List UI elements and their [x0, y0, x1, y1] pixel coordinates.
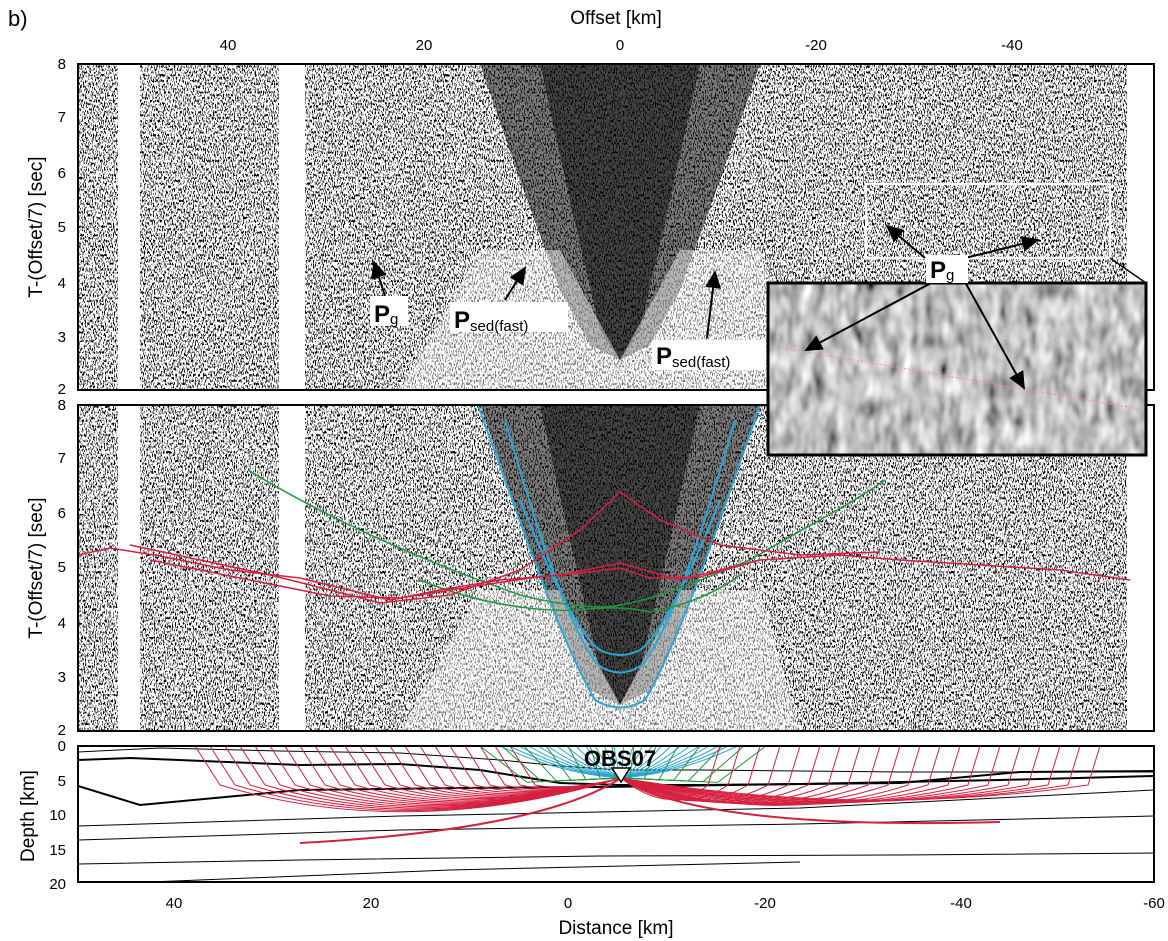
- raypath: [509, 746, 622, 788]
- layer-boundary: [78, 756, 1154, 786]
- panel-a-ytick: 7: [58, 109, 66, 126]
- pg-right-annotation: Pg: [804, 224, 1040, 390]
- raypath: [620, 746, 961, 805]
- psed-right-main: P: [656, 343, 672, 370]
- pg-left-annotation: Pg: [370, 260, 408, 328]
- panel-c-ytick: 0: [58, 738, 66, 755]
- top-tick-label: 40: [220, 37, 237, 54]
- red-pick-curve: [149, 559, 761, 599]
- raypath: [620, 746, 941, 806]
- panel-a-ytick: 6: [58, 165, 66, 182]
- raypath: [620, 746, 921, 806]
- green-pick-curve: [419, 574, 741, 613]
- panel-c-xtick: 20: [363, 895, 380, 912]
- obs-triangle-icon: [610, 767, 632, 784]
- red-pick-curve: [129, 491, 881, 604]
- layer-boundary: [149, 861, 801, 882]
- psed-left-sub: sed(fast): [470, 318, 528, 335]
- psed-left-annotation: Psed(fast): [450, 266, 568, 335]
- panel-a-ytick: 2: [58, 381, 66, 398]
- pg-right-sub: g: [946, 267, 954, 284]
- panel-a-ytick: 5: [58, 219, 66, 236]
- panel-b-ytick: 2: [58, 722, 66, 739]
- panel-c-frame: [77, 745, 1155, 883]
- svg-text:Psed(fast): Psed(fast): [656, 343, 730, 371]
- pg-right-main: P: [930, 257, 946, 284]
- panel-c-xtick: -20: [754, 895, 776, 912]
- panel-c-ytick: 15: [49, 842, 66, 859]
- panel-c-yticks: 0 5 10 15 20: [49, 738, 66, 893]
- panel-b-ytick: 6: [58, 505, 66, 522]
- raypath: [620, 746, 1021, 803]
- raypath: [589, 746, 622, 780]
- raypath: [620, 746, 1041, 803]
- panel-c-xtick: -60: [1143, 895, 1165, 912]
- station-marker: OBS07: [584, 746, 656, 784]
- panel-b-frame: [77, 404, 1155, 732]
- figure-label: b): [8, 6, 28, 31]
- top-tick-label: -40: [1001, 37, 1023, 54]
- layer-boundary: [78, 747, 1154, 773]
- panel-b-ytick: 8: [58, 397, 66, 414]
- panel-c-xtick: 40: [166, 895, 183, 912]
- blue-pick-curve: [504, 419, 736, 674]
- pg-left-main: P: [374, 301, 390, 328]
- panel-c-ytick: 10: [49, 807, 66, 824]
- panel-a-ytick: 8: [58, 56, 66, 73]
- green-pick-curve: [247, 469, 886, 608]
- panel-b-ytick: 3: [58, 669, 66, 686]
- panel-a-ytick: 3: [58, 329, 66, 346]
- inset-zoom-panel: [766, 257, 1148, 457]
- panel-c-ytick: 5: [58, 773, 66, 790]
- panel-c-xticks: 40 20 0 -20 -40 -60: [166, 895, 1165, 912]
- top-tick-label: -20: [805, 37, 827, 54]
- raypath: [620, 746, 1061, 802]
- psed-left-main: P: [454, 307, 470, 334]
- panel-c-ytick: 20: [49, 876, 66, 893]
- raypath: [299, 777, 622, 844]
- pg-left-sub: g: [390, 311, 398, 328]
- top-axis-ticks: 40 20 0 -20 -40: [220, 37, 1023, 54]
- panel-c-xtick: 0: [564, 895, 572, 912]
- raypath: [620, 746, 1101, 801]
- svg-text:Pg: Pg: [930, 257, 954, 284]
- panel-b-ytick: 4: [58, 615, 66, 632]
- layer-boundary: [78, 789, 1154, 827]
- panel-b-ylabel: T-(Offset/7) [sec]: [26, 497, 47, 638]
- station-label: OBS07: [584, 746, 656, 771]
- panel-c-xlabel: Distance [km]: [558, 918, 673, 939]
- panel-c-xtick: -40: [950, 895, 972, 912]
- svg-text:Psed(fast): Psed(fast): [454, 307, 528, 335]
- top-tick-label: 20: [416, 37, 433, 54]
- psed-right-sub: sed(fast): [672, 354, 730, 371]
- top-axis-label: Offset [km]: [570, 8, 662, 29]
- raypath: [620, 777, 1001, 825]
- panel-a-ylabel: T-(Offset/7) [sec]: [26, 156, 47, 297]
- panel-a-yticks: 8 7 6 5 4 3 2: [58, 56, 66, 398]
- panel-c-ylabel: Depth [km]: [18, 770, 39, 862]
- layer-boundary: [78, 815, 1154, 841]
- top-tick-label: 0: [616, 37, 624, 54]
- panel-b-ytick: 5: [58, 559, 66, 576]
- svg-text:Pg: Pg: [374, 301, 398, 328]
- blue-pick-curve: [519, 499, 721, 656]
- panel-b-yticks: 8 7 6 5 4 3 2: [58, 397, 66, 739]
- panel-a-ytick: 4: [58, 275, 66, 292]
- panel-a-seismic: [78, 64, 1154, 390]
- panel-a-frame: [77, 63, 1155, 391]
- panel-b-ytick: 7: [58, 450, 66, 467]
- panel-b-seismic: [78, 405, 1154, 731]
- psed-right-annotation: Psed(fast): [652, 270, 766, 371]
- raypath: [620, 746, 767, 783]
- raypath: [620, 746, 738, 779]
- layer-boundary: [78, 852, 1154, 865]
- layer-boundary: [78, 775, 1154, 807]
- zoom-box: [865, 183, 1111, 259]
- raypath: [620, 746, 1081, 802]
- raypath: [620, 746, 1001, 804]
- raypath: [620, 746, 981, 805]
- blue-pick-curve: [477, 405, 761, 709]
